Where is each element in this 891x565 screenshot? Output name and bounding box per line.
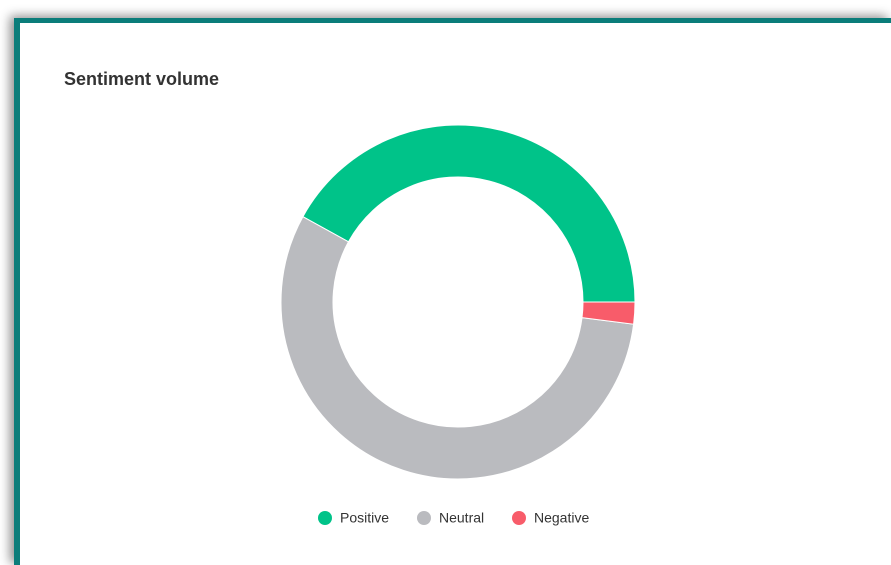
legend-swatch [417,511,431,525]
legend-label: Neutral [439,510,484,526]
legend-swatch [318,511,332,525]
donut-slice [280,216,635,480]
donut-slice [302,124,636,303]
card-title: Sentiment volume [64,69,220,89]
legend-label: Positive [340,510,389,526]
legend-label: Negative [534,510,589,526]
donut-slice [581,301,636,325]
legend-swatch [512,511,526,525]
